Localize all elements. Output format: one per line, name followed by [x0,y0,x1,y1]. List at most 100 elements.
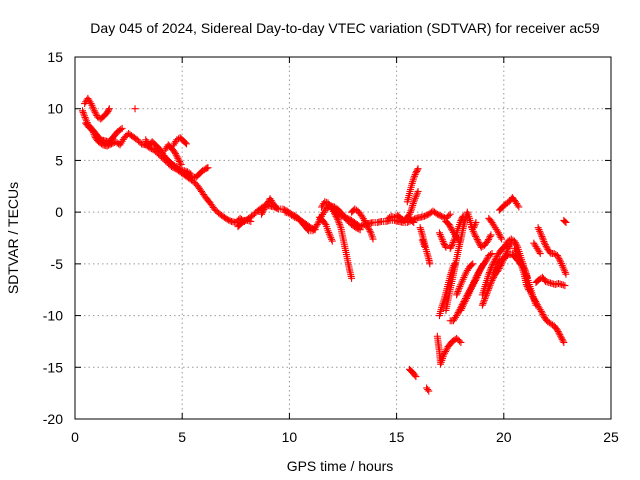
data-point-plus [560,338,568,346]
data-point-plus [363,221,371,229]
data-point-plus [454,288,462,296]
data-point-plus [361,218,369,226]
data-point-plus [479,260,487,268]
data-point-plus [540,238,548,246]
data-point-plus [498,235,506,243]
data-point-plus [561,268,569,276]
data-point-plus [364,224,372,232]
data-point-plus [273,204,281,212]
data-point-plus [348,274,356,282]
y-tick-label: -5 [51,256,64,272]
data-point-plus [247,217,255,225]
data-point-plus [539,234,547,242]
data-point-plus [445,212,453,220]
data-point-plus [438,234,446,242]
data-point-plus [562,218,570,226]
data-point-plus [514,201,522,209]
data-point-plus [453,310,461,318]
data-point-plus [328,235,336,243]
data-point-plus [446,210,454,218]
data-point-plus [441,348,449,356]
data-point-plus [412,193,420,201]
data-point-plus [463,295,471,303]
data-point-plus [413,166,421,174]
data-point-plus [80,110,88,118]
y-tick-label: 0 [55,204,63,220]
data-point-plus [484,288,492,296]
data-point-plus [356,226,364,234]
data-point-plus [455,286,463,294]
data-point-plus [457,338,465,346]
data-point-plus [258,210,266,218]
x-tick-label: 10 [282,429,298,445]
data-point-plus [173,153,181,161]
data-point-plus [436,231,444,239]
data-point-plus [365,226,373,234]
data-point-plus [515,255,523,263]
data-point-plus [489,270,497,278]
data-point-plus [470,222,478,230]
data-point-plus [525,284,533,292]
data-point-plus [512,240,520,248]
data-point-plus [555,329,563,337]
data-point-plus [325,230,333,238]
data-point-plus [470,224,478,232]
data-point-plus [473,236,481,244]
data-point-plus [364,223,372,231]
data-point-plus [362,220,370,228]
data-point-plus [476,266,484,274]
data-point-plus [471,220,479,228]
data-point-plus [472,234,480,242]
data-point-plus [327,234,335,242]
x-tick-label: 15 [389,429,405,445]
data-point-plus [483,255,491,263]
data-point-plus [539,236,547,244]
data-point-plus [105,105,113,113]
data-point-plus [446,222,454,230]
data-point-plus [561,217,569,225]
data-point-plus [172,150,179,158]
data-point-plus [360,216,368,224]
data-point-plus [524,282,532,290]
data-point-plus [487,280,495,288]
data-point-plus [313,221,321,229]
data-point-plus [441,242,449,250]
data-point-plus [538,309,546,317]
data-point-plus [556,331,564,339]
data-point-plus [105,106,113,114]
data-point-plus [484,237,492,245]
data-point-plus [131,105,139,113]
data-point-plus [413,189,421,197]
data-point-plus [472,232,480,240]
data-point-plus [440,351,448,359]
data-point-plus [426,260,434,268]
data-point-plus [453,289,461,297]
y-axis-label: SDTVAR / TECUs [5,182,21,294]
data-point-plus [445,221,453,229]
data-point-plus [450,237,458,245]
data-point-plus [492,264,500,272]
data-point-plus [311,226,319,234]
data-point-plus [81,113,89,121]
data-point-plus [511,237,519,245]
data-point-plus [79,107,87,115]
chart-title: Day 045 of 2024, Sidereal Day-to-day VTE… [90,20,600,36]
y-tick-label: 15 [47,49,63,65]
data-point-plus [181,139,189,147]
data-point-plus [204,164,212,172]
data-point-plus [310,225,318,233]
data-point-plus [448,242,456,250]
data-point-plus [495,230,503,238]
data-point-plus [467,286,475,294]
data-point-plus [472,218,480,226]
data-point-plus [554,328,562,336]
plot-frame [74,56,612,420]
data-point-plus [531,296,539,304]
data-point-plus [541,239,549,247]
data-point-plus [448,240,456,248]
data-point-plus [79,108,87,116]
data-point-plus [553,252,561,260]
data-point-plus [409,217,417,225]
data-point-plus [458,214,466,222]
